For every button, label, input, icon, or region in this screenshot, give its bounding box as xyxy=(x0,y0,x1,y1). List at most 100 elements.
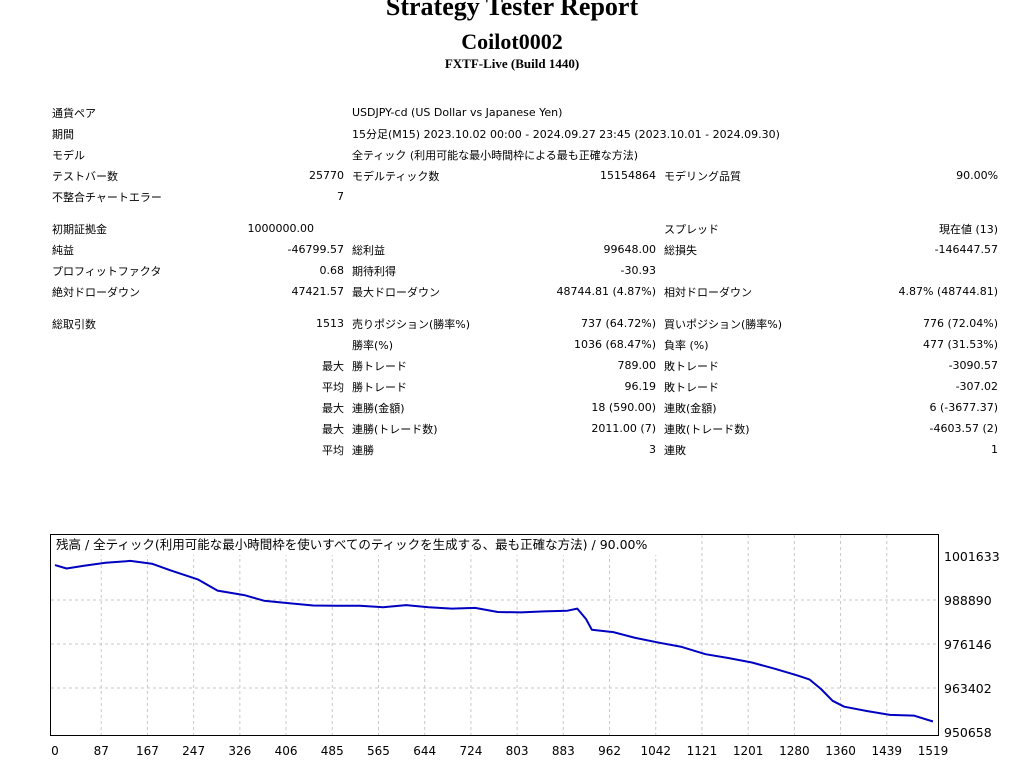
avg-loss-label: 敗トレード xyxy=(664,380,719,394)
gross-profit-label: 総利益 xyxy=(352,243,385,257)
x-tick-label: 803 xyxy=(506,744,529,758)
row-average-consec: 平均 連勝 3 連敗 1 xyxy=(48,439,1002,460)
largest-win-label: 勝トレード xyxy=(352,359,407,373)
avg-wins-value: 3 xyxy=(649,443,656,456)
row-symbol: 通貨ペア USDJPY-cd (US Dollar vs Japanese Ye… xyxy=(48,102,1002,123)
win-rate-value: 1036 (68.47%) xyxy=(573,338,656,351)
long-value: 776 (72.04%) xyxy=(923,317,999,330)
consec-wins-cnt-value: 2011.00 (7) xyxy=(591,422,656,435)
x-tick-label: 724 xyxy=(459,744,482,758)
y-tick-label: 988890 xyxy=(944,593,992,608)
consec-losses-cnt-value: -4603.57 (2) xyxy=(929,422,999,435)
y-tick-label: 1001633 xyxy=(944,549,1000,564)
x-tick-label: 247 xyxy=(182,744,205,758)
report-table: 通貨ペア USDJPY-cd (US Dollar vs Japanese Ye… xyxy=(48,102,1002,460)
avg-wins-label: 連勝 xyxy=(352,443,374,457)
period-value: 15分足(M15) 2023.10.02 00:00 - 2024.09.27 … xyxy=(352,127,780,141)
expected-label: 期待利得 xyxy=(352,264,396,278)
gross-loss-label: 総損失 xyxy=(664,243,697,257)
axis-ticks: 0 87 167 247 326 406 485 565 644 724 803 883 962 1042… xyxy=(51,549,999,758)
x-tick-label: 167 xyxy=(136,744,159,758)
max-prefix: 最大 xyxy=(322,359,344,373)
pf-label: プロフィットファクタ xyxy=(52,264,162,278)
balance-line xyxy=(54,559,934,723)
y-tick-label: 963402 xyxy=(944,681,992,696)
abs-dd-label: 絶対ドローダウン xyxy=(52,285,140,299)
row-consec-amount: 最大 連勝(金額) 18 (590.00) 連敗(金額) 6 (-3677.37… xyxy=(48,397,1002,418)
row-period: 期間 15分足(M15) 2023.10.02 00:00 - 2024.09.… xyxy=(48,123,1002,144)
balance-chart: 0 87 167 247 326 406 485 565 644 724 803 883 962 1042… xyxy=(50,534,1000,758)
x-tick-label: 1439 xyxy=(872,744,903,758)
row-deposit: 初期証拠金 1000000.00 スプレッド 現在値 (13) xyxy=(48,218,1002,239)
title-backdrop xyxy=(51,535,679,555)
consec-losses-amt-value: 6 (-3677.37) xyxy=(929,401,999,414)
short-label: 売りポジション(勝率%) xyxy=(352,317,471,331)
x-tick-label: 962 xyxy=(598,744,621,758)
quality-value: 90.00% xyxy=(956,169,999,182)
x-tick-label: 1519 xyxy=(918,744,949,758)
max-prefix: 最大 xyxy=(322,422,344,436)
largest-win-value: 789.00 xyxy=(617,359,657,372)
y-tick-label: 976146 xyxy=(944,637,992,652)
total-trades-value: 1513 xyxy=(316,317,344,330)
x-tick-label: 1042 xyxy=(640,744,671,758)
symbol-label: 通貨ペア xyxy=(52,106,96,120)
gross-loss-value: -146447.57 xyxy=(934,243,999,256)
row-largest-trade: 最大 勝トレード 789.00 敗トレード -3090.57 xyxy=(48,355,1002,376)
consec-wins-cnt-label: 連勝(トレード数) xyxy=(352,422,438,436)
consec-wins-amt-label: 連勝(金額) xyxy=(352,401,405,415)
consec-wins-amt-value: 18 (590.00) xyxy=(591,401,656,414)
avg-prefix: 平均 xyxy=(322,380,344,394)
loss-rate-label: 負率 (%) xyxy=(664,338,709,352)
short-value: 737 (64.72%) xyxy=(580,317,656,330)
model-label: モデル xyxy=(52,148,85,162)
consec-losses-amt-label: 連敗(金額) xyxy=(664,401,717,415)
row-model: モデル 全ティック (利用可能な最小時間枠による最も正確な方法) xyxy=(48,144,1002,165)
row-average-trade: 平均 勝トレード 96.19 敗トレード -307.02 xyxy=(48,376,1002,397)
x-tick-label: 1201 xyxy=(733,744,764,758)
x-tick-label: 326 xyxy=(228,744,251,758)
row-consec-count: 最大 連勝(トレード数) 2011.00 (7) 連敗(トレード数) -4603… xyxy=(48,418,1002,439)
errors-label: 不整合チャートエラー xyxy=(52,190,162,204)
net-label: 純益 xyxy=(52,243,74,257)
bars-value: 25770 xyxy=(309,169,344,182)
max-prefix: 最大 xyxy=(322,401,344,415)
rel-dd-value: 4.87% (48744.81) xyxy=(898,285,999,298)
deposit-label: 初期証拠金 xyxy=(52,222,107,236)
largest-loss-value: -3090.57 xyxy=(948,359,999,372)
avg-loss-value: -307.02 xyxy=(955,380,999,393)
x-tick-label: 406 xyxy=(275,744,298,758)
row-win-rate: 勝率(%) 1036 (68.47%) 負率 (%) 477 (31.53%) xyxy=(48,334,1002,355)
row-bars: テストバー数 25770 モデルティック数 15154864 モデリング品質 9… xyxy=(48,165,1002,186)
consec-losses-cnt-label: 連敗(トレード数) xyxy=(664,422,750,436)
ticks-label: モデルティック数 xyxy=(352,169,440,183)
expected-value: -30.93 xyxy=(620,264,656,277)
spread-value: 現在値 (13) xyxy=(938,222,999,236)
report-name: Coilot0002 xyxy=(461,29,563,54)
x-tick-label: 1360 xyxy=(825,744,856,758)
report-title: Strategy Tester Report xyxy=(385,0,639,21)
report-server: FXTF-Live (Build 1440) xyxy=(444,56,580,71)
abs-dd-value: 47421.57 xyxy=(291,285,345,298)
x-tick-label: 87 xyxy=(94,744,109,758)
row-pf: プロフィットファクタ 0.68 期待利得 -30.93 xyxy=(48,260,1002,281)
y-tick-label: 950658 xyxy=(944,725,992,740)
avg-win-value: 96.19 xyxy=(624,380,657,393)
errors-value: 7 xyxy=(337,190,344,203)
long-label: 買いポジション(勝率%) xyxy=(664,317,783,331)
row-errors: 不整合チャートエラー 7 xyxy=(48,186,1002,207)
x-tick-label: 1121 xyxy=(687,744,718,758)
spread-label: スプレッド xyxy=(664,222,719,236)
win-rate-label: 勝率(%) xyxy=(352,338,394,352)
avg-prefix: 平均 xyxy=(322,443,344,457)
gross-profit-value: 99648.00 xyxy=(603,243,657,256)
x-tick-label: 485 xyxy=(321,744,344,758)
max-dd-label: 最大ドローダウン xyxy=(352,285,440,299)
bars-label: テストバー数 xyxy=(52,169,118,183)
plot-frame xyxy=(50,534,939,736)
largest-loss-label: 敗トレード xyxy=(664,359,719,373)
deposit-value: 1000000.00 xyxy=(247,222,314,235)
avg-losses-label: 連敗 xyxy=(664,443,686,457)
rel-dd-label: 相対ドローダウン xyxy=(664,285,752,299)
quality-label: モデリング品質 xyxy=(664,169,741,183)
